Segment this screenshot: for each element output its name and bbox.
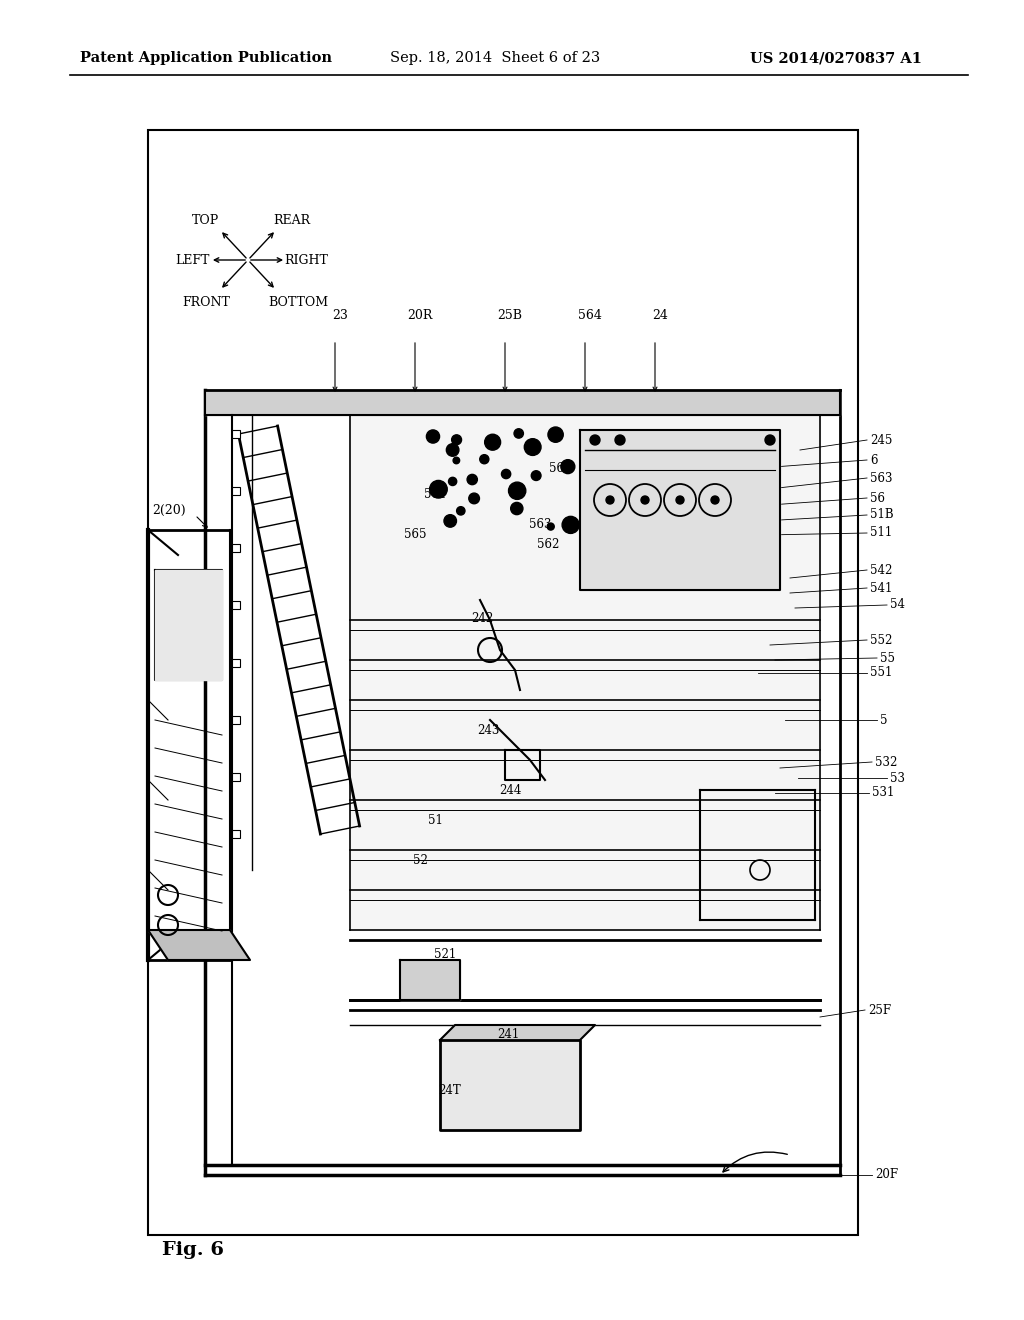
Circle shape [452,434,462,445]
Circle shape [480,454,488,463]
Circle shape [524,438,541,455]
Text: Sep. 18, 2014  Sheet 6 of 23: Sep. 18, 2014 Sheet 6 of 23 [390,51,600,65]
Text: 563: 563 [870,471,893,484]
Circle shape [641,496,649,504]
Circle shape [430,480,447,498]
Bar [232,487,240,495]
Text: 561: 561 [424,488,446,502]
Text: BOTTOM: BOTTOM [268,296,328,309]
Text: 542: 542 [870,564,892,577]
Text: 51: 51 [428,813,442,826]
Text: 53: 53 [890,771,905,784]
Text: 2(20): 2(20) [152,503,185,516]
Text: 521: 521 [434,949,456,961]
Circle shape [765,436,775,445]
Circle shape [444,515,457,527]
Circle shape [449,478,457,486]
Circle shape [446,444,459,457]
Text: 20F: 20F [874,1168,898,1181]
Circle shape [467,474,477,484]
Polygon shape [155,570,222,680]
Circle shape [509,482,525,499]
Polygon shape [440,1026,595,1040]
Circle shape [469,494,479,504]
Text: 562: 562 [549,462,571,474]
Polygon shape [400,960,460,1001]
Text: 54: 54 [890,598,905,611]
Text: 551: 551 [870,667,892,680]
Circle shape [548,426,563,442]
Text: 242: 242 [471,611,494,624]
Text: REAR: REAR [273,214,310,227]
Bar [232,772,240,781]
Text: TOP: TOP [193,214,219,227]
Bar [232,544,240,552]
Circle shape [502,470,511,479]
Circle shape [711,496,719,504]
Circle shape [531,471,541,480]
Text: FRONT: FRONT [182,296,230,309]
Circle shape [547,523,554,531]
Text: Patent Application Publication: Patent Application Publication [80,51,332,65]
Text: 25F: 25F [868,1003,891,1016]
Text: 245: 245 [870,433,892,446]
Circle shape [511,503,523,515]
Polygon shape [350,414,820,931]
Bar [232,830,240,838]
Text: 511: 511 [870,527,892,540]
Polygon shape [148,931,250,960]
Text: US 2014/0270837 A1: US 2014/0270837 A1 [750,51,922,65]
Circle shape [606,496,614,504]
Polygon shape [580,430,780,590]
Text: 51B: 51B [870,508,894,521]
Circle shape [453,457,460,463]
Circle shape [561,459,574,474]
Text: 565: 565 [403,528,426,541]
Bar [148,129,858,1236]
Circle shape [562,516,580,533]
Bar [232,430,240,438]
Text: 241: 241 [497,1028,519,1041]
Text: RIGHT: RIGHT [284,253,328,267]
Bar [232,659,240,667]
Text: 552: 552 [870,634,892,647]
Text: LEFT: LEFT [175,253,209,267]
Circle shape [676,496,684,504]
Polygon shape [205,389,840,414]
Bar [232,715,240,723]
Text: 5: 5 [880,714,888,726]
Text: 20R: 20R [408,309,433,322]
Text: 24: 24 [652,309,668,322]
Text: 52: 52 [413,854,427,866]
Text: 541: 541 [870,582,892,594]
Circle shape [457,507,465,515]
Text: 531: 531 [872,787,894,800]
Circle shape [615,436,625,445]
Text: Fig. 6: Fig. 6 [162,1241,224,1259]
Text: 564: 564 [579,309,602,322]
Circle shape [514,429,523,438]
Text: 532: 532 [874,755,897,768]
Polygon shape [440,1040,580,1130]
Text: 6: 6 [870,454,878,466]
Text: 243: 243 [477,723,499,737]
Circle shape [590,436,600,445]
Text: 563: 563 [528,519,551,532]
Text: 562: 562 [537,539,559,552]
Circle shape [426,430,439,444]
Circle shape [484,434,501,450]
Text: 55: 55 [880,652,895,664]
Text: 244: 244 [499,784,521,796]
Bar [232,602,240,610]
Text: 56: 56 [870,491,885,504]
Text: 23: 23 [332,309,348,322]
Text: 25B: 25B [498,309,522,322]
Text: 24T: 24T [438,1084,462,1097]
